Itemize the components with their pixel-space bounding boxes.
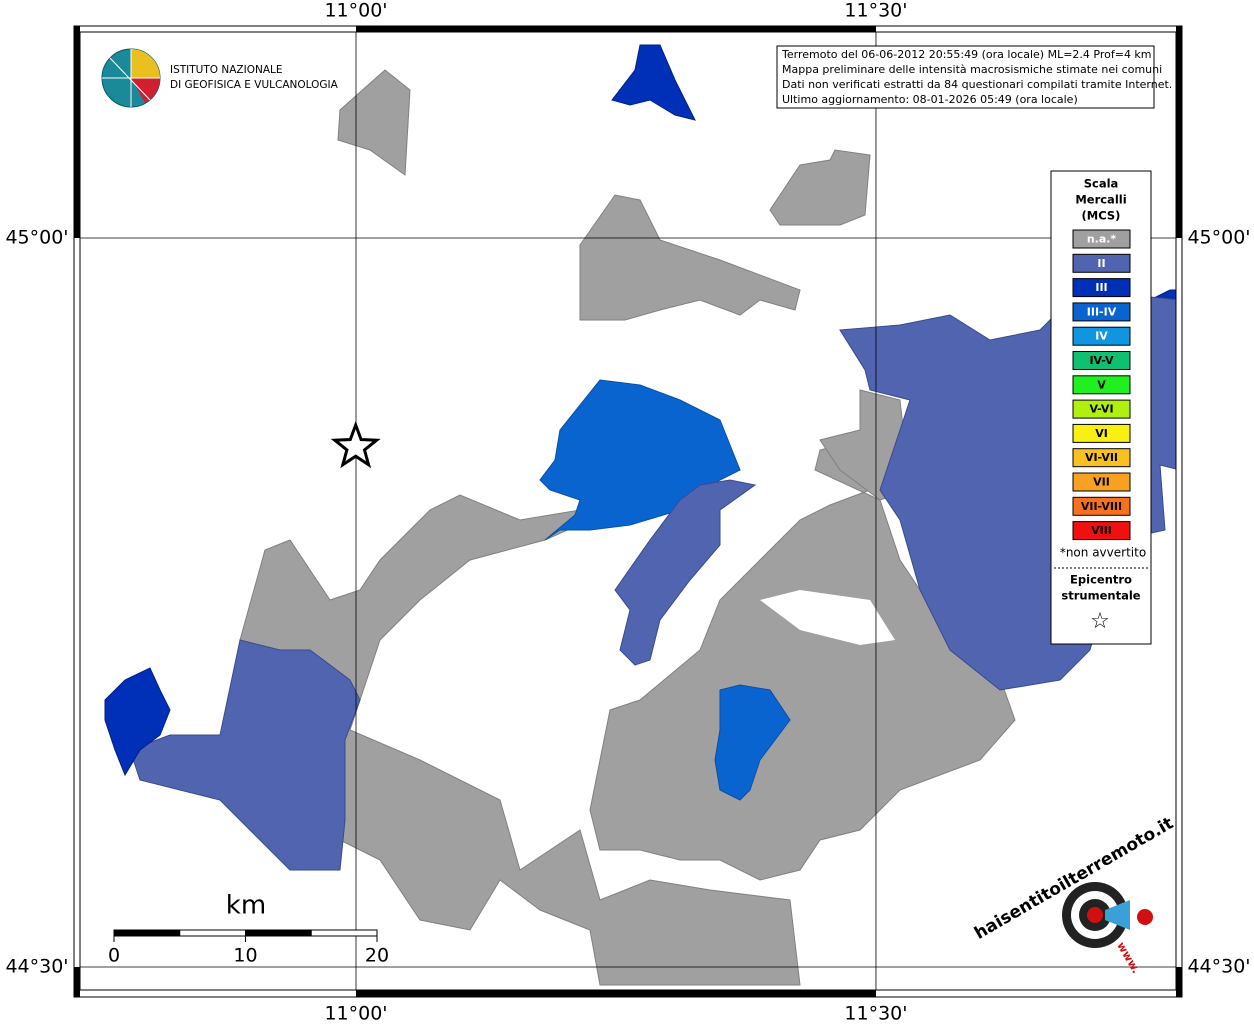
legend-label: VII: [1093, 476, 1110, 489]
legend-swatch: [1072, 253, 1131, 273]
municipality: [611, 44, 696, 121]
info-line: Terremoto del 06-06-2012 20:55:49 (ora l…: [781, 48, 1152, 61]
lat-label: 44°30': [1187, 955, 1250, 977]
lat-label: 44°30': [5, 955, 68, 977]
legend: ScalaMercalli(MCS)n.a.*IIIIIIII-IVIVIV-V…: [1060, 177, 1146, 635]
legend-label: VIII: [1091, 524, 1112, 537]
lon-label: 11°00': [324, 1003, 387, 1025]
legend-label: VII-VIII: [1081, 500, 1122, 513]
legend-swatch: [1072, 375, 1131, 395]
scale-bar: km 0 10 20: [108, 891, 389, 967]
logo-text: ISTITUTO NAZIONALE: [170, 64, 283, 76]
lon-label: 11°30': [844, 0, 907, 22]
municipality: [129, 639, 361, 871]
info-line: Mappa preliminare delle intensità macros…: [782, 63, 1162, 76]
epicenter: [330, 420, 381, 469]
legend-title: Mercalli: [1075, 193, 1126, 207]
legend-swatch: [1072, 278, 1131, 298]
legend-label: II: [1097, 257, 1105, 270]
legend-swatch: [1072, 326, 1131, 346]
legend-title: Scala: [1084, 177, 1119, 191]
scale-unit: km: [226, 891, 266, 921]
legend-swatch: [1072, 229, 1131, 249]
legend-swatch: [1072, 448, 1131, 468]
legend-swatch: [1072, 496, 1131, 516]
lat-label: 45°00': [5, 227, 68, 249]
scale-label: 20: [365, 945, 389, 967]
frame: [73, 25, 1183, 998]
legend-swatch: [1072, 472, 1131, 492]
ingv-logo: ISTITUTO NAZIONALE DI GEOFISICA E VULCAN…: [101, 48, 339, 108]
lon-label: 11°30': [844, 1003, 907, 1025]
lat-label: 45°00': [1187, 227, 1250, 249]
lon-label: 11°00': [324, 0, 387, 22]
scale-segment: [113, 929, 181, 937]
info-line: Dati non verificati estratti da 84 quest…: [782, 78, 1172, 91]
legend-swatch: [1072, 302, 1131, 322]
legend-label: V-VI: [1089, 403, 1113, 416]
legend-swatch: [1072, 399, 1131, 419]
legend-label: IV: [1095, 330, 1108, 343]
legend-title: (MCS): [1082, 209, 1121, 223]
scale-segment: [179, 929, 246, 937]
info: Terremoto del 06-06-2012 20:55:49 (ora l…: [781, 48, 1172, 106]
legend-swatch: [1072, 423, 1131, 443]
municipality: [614, 479, 757, 666]
municipality: [239, 494, 801, 986]
legend-label: IV-V: [1089, 354, 1114, 367]
legend-epicenter: strumentale: [1061, 589, 1140, 603]
legend-label: VI-VII: [1085, 451, 1118, 464]
municipality: [104, 667, 171, 777]
logo-text: DI GEOFISICA E VULCANOLOGIA: [170, 79, 339, 91]
legend-label: VI: [1095, 427, 1108, 440]
legend-label: V: [1097, 378, 1106, 391]
info-box: [776, 45, 1155, 109]
legend-note: *non avvertito: [1060, 546, 1146, 560]
scale-label: 0: [108, 945, 120, 967]
legend-swatch: [1072, 521, 1131, 541]
legend-label: III-IV: [1087, 305, 1117, 318]
legend-star: ☆: [1090, 609, 1110, 634]
legend-label: n.a.*: [1087, 233, 1117, 246]
hole: [760, 590, 895, 645]
municipality: [769, 149, 871, 226]
municipality: [714, 684, 791, 801]
legend-epicenter: Epicentro: [1070, 573, 1132, 587]
scale-segment: [310, 929, 378, 937]
scale-segment: [245, 929, 312, 937]
legend-label: III: [1095, 281, 1107, 294]
municipality: [579, 194, 801, 321]
legend-swatch: [1072, 351, 1131, 370]
scale-label: 10: [233, 945, 257, 967]
info-line: Ultimo aggiornamento: 08-01-2026 05:49 (…: [782, 93, 1078, 106]
graticule: 11°00' 11°00' 11°30' 11°30' 45°00' 45°00' 44°3…: [5, 0, 1250, 1025]
